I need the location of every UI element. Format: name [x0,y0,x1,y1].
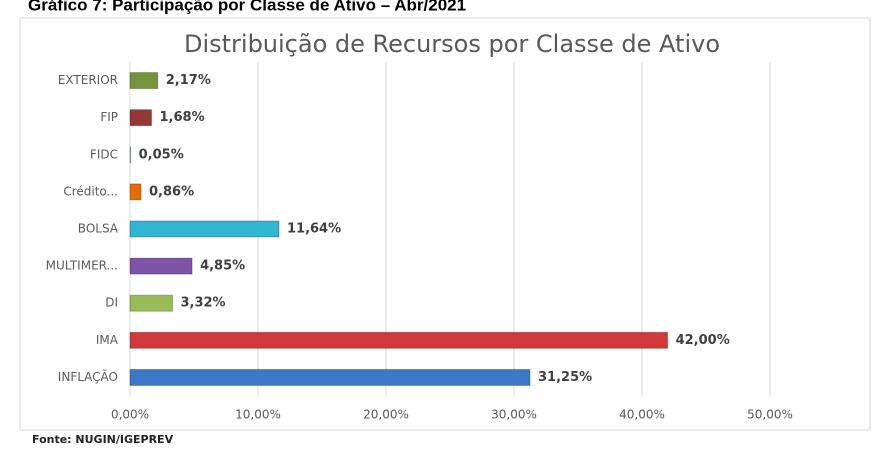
data-label: 42,00% [676,333,730,348]
data-label: 2,17% [166,73,211,88]
x-tick-label: 50,00% [747,408,793,422]
data-label: 11,64% [287,222,341,237]
y-tick-label: FIP [100,110,118,124]
data-label: 1,68% [160,110,205,125]
bar [129,72,159,90]
y-tick-label: INFLAÇÃO [58,369,118,384]
data-label: 0,86% [149,184,194,199]
y-tick-label: Crédito... [63,184,118,198]
source: Fonte: NUGIN/IGEPREV [32,433,174,446]
y-tick-label: IMA [96,333,119,347]
y-tick-label: FIDC [90,147,118,161]
bar [129,368,531,386]
y-tick-label: BOLSA [78,222,119,236]
bar [129,146,132,164]
bar [129,294,173,312]
y-tick-label: DI [105,296,118,310]
x-tick-label: 0,00% [111,408,149,422]
data-label: 0,05% [139,147,184,162]
x-tick-label: 20,00% [363,408,409,422]
y-tick-label: EXTERIOR [58,73,118,87]
bar [129,331,669,349]
data-label: 3,32% [180,296,225,311]
bar [129,257,193,275]
bar [129,220,280,238]
y-tick-label: MULTIMER... [46,259,118,273]
bar [129,109,153,127]
x-tick-label: 40,00% [619,408,665,422]
x-tick-label: 30,00% [491,408,537,422]
x-tick-label: 10,00% [235,408,281,422]
heading: Gráfico 7: Participação por Classe de At… [28,0,466,14]
data-label: 4,85% [200,259,245,274]
bar [129,183,142,201]
data-label: 31,25% [538,370,592,385]
chart-title: Distribuição de Recursos por Classe de A… [184,30,720,58]
